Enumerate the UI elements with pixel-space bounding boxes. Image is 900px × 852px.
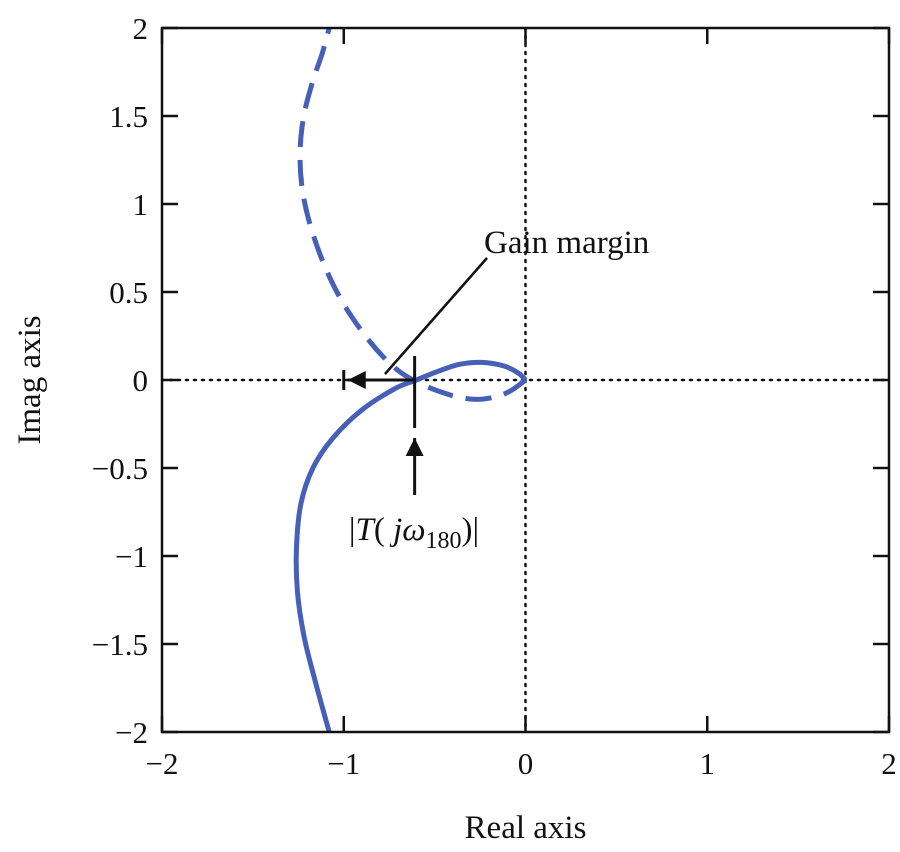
y-tick-label: 0.5: [109, 275, 148, 310]
series-group: [293, 27, 528, 733]
tick-labels: −2 −1 0 1 2 −2 −1.5 −1 −0.5 0 0.5 1 1.5 2: [92, 11, 897, 781]
x-tick-label: −1: [327, 746, 360, 781]
y-tick-label: 0: [133, 363, 149, 398]
magnitude-label-part: 180: [426, 528, 462, 554]
y-tick-label: −2: [115, 715, 148, 750]
annotation-group: Gain margin |T( jω180)|: [342, 225, 649, 554]
magnitude-label-part: [385, 512, 393, 548]
magnitude-label: |T( jω180)|: [349, 512, 479, 554]
x-tick-label: 1: [700, 746, 716, 781]
x-axis-label: Real axis: [465, 810, 587, 846]
y-axis-label: Imag axis: [12, 315, 48, 444]
plot-frame: [160, 26, 891, 734]
x-tick-label: 0: [518, 746, 534, 781]
magnitude-label-part: )|: [462, 512, 480, 548]
magnitude-label-part: |: [349, 512, 356, 548]
series-dashed-curve: [297, 27, 528, 402]
x-tick-label: 2: [881, 746, 897, 781]
gain-margin-label: Gain margin: [484, 225, 649, 261]
y-tick-label: 1.5: [109, 99, 148, 134]
y-tick-label: −1.5: [92, 627, 148, 662]
y-tick-label: 2: [133, 11, 149, 46]
y-tick-label: 1: [133, 187, 149, 222]
y-tick-label: −0.5: [92, 451, 148, 486]
magnitude-label-part: jω: [389, 512, 425, 548]
gain-margin-leader: [384, 257, 488, 375]
series-solid-curve: [293, 359, 528, 733]
x-tick-label: −2: [146, 746, 179, 781]
magnitude-label-part: T: [355, 512, 376, 548]
magnitude-label-part: (: [374, 512, 385, 548]
y-tick-label: −1: [115, 539, 148, 574]
